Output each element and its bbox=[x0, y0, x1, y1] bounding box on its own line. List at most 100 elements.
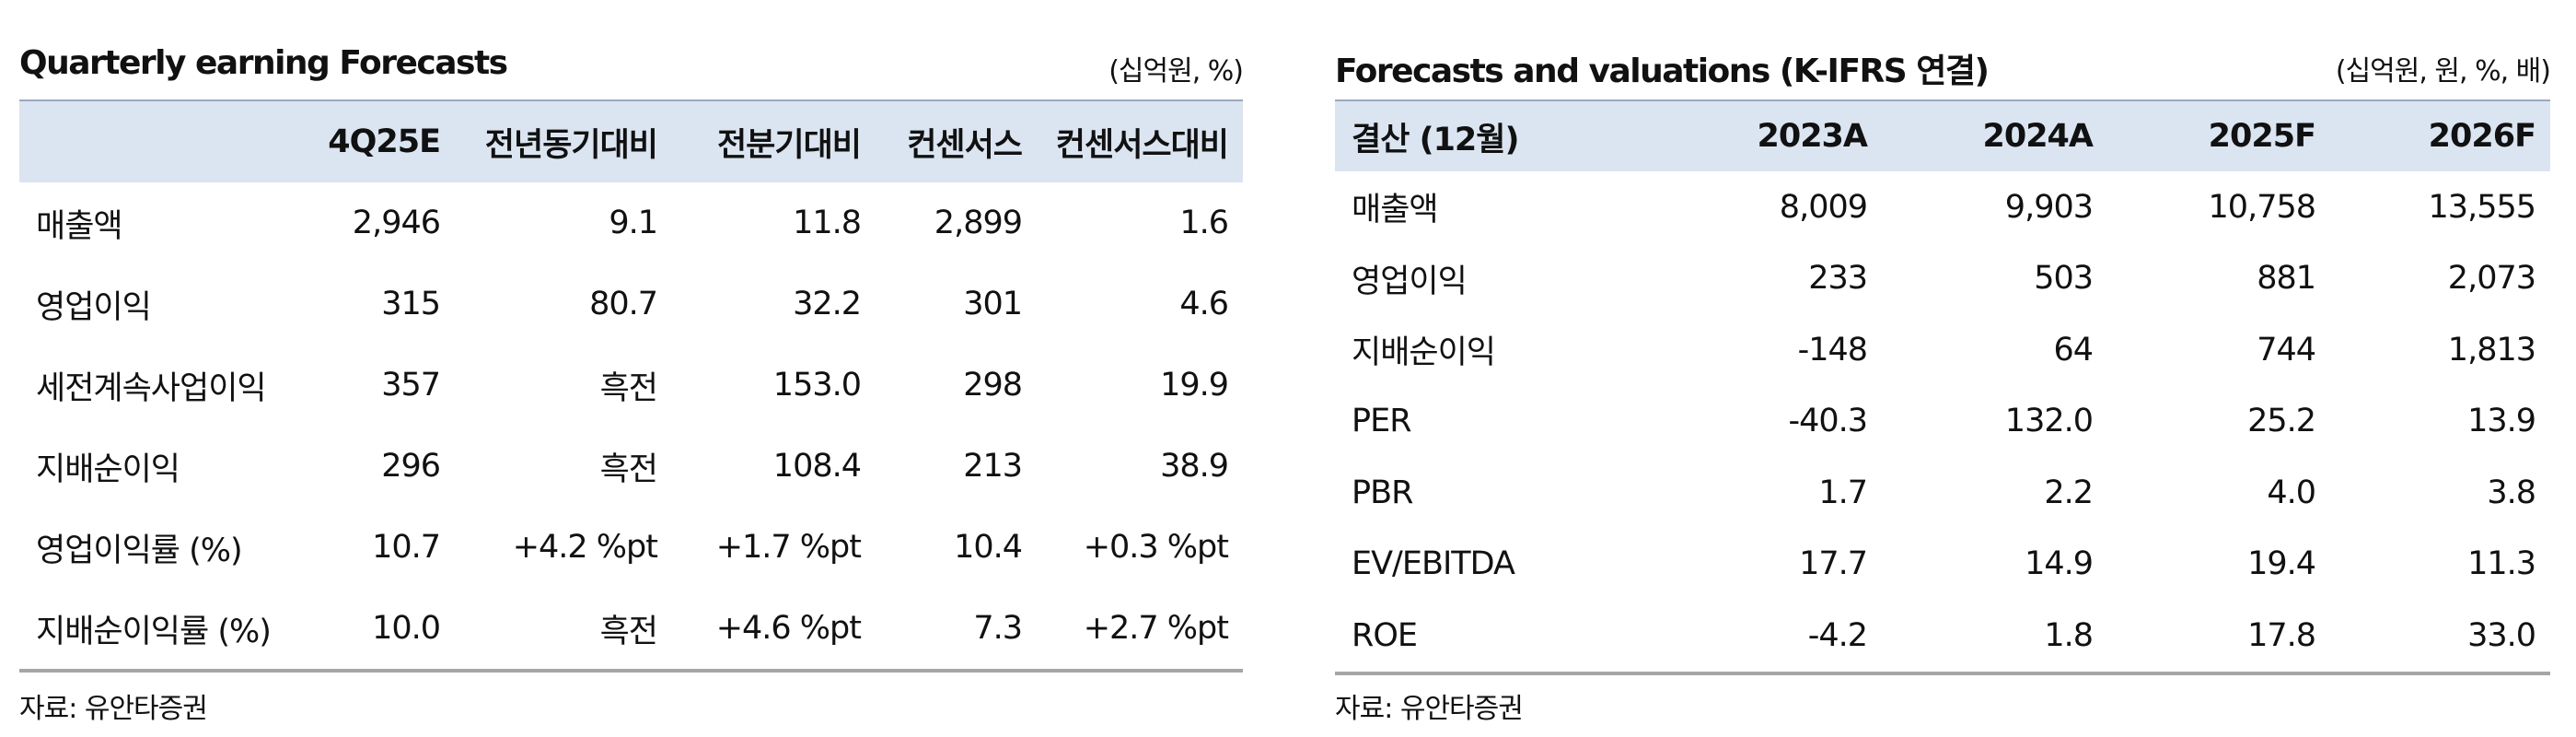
table-row: EV/EBITDA 17.7 14.9 19.4 11.3 bbox=[1335, 529, 2550, 601]
row-label: ROE bbox=[1352, 616, 1418, 654]
table-cell: 881 bbox=[2257, 260, 2316, 298]
table-cell: 흑전 bbox=[599, 613, 658, 650]
table-cell: 108.4 bbox=[772, 448, 862, 485]
table-cell: 19.4 bbox=[2247, 545, 2316, 583]
table-row: 영업이익률 (%) 10.7 +4.2 %pt +1.7 %pt 10.4 +0.3 %p… bbox=[19, 507, 1243, 588]
table-cell: 503 bbox=[2034, 260, 2094, 298]
table-cell: 17.7 bbox=[1799, 545, 1868, 583]
table-cell: -40.3 bbox=[1788, 403, 1868, 440]
table-cell: 4.6 bbox=[1179, 286, 1229, 322]
table-cell: 10.0 bbox=[372, 610, 441, 647]
row-label: 매출액 bbox=[36, 207, 123, 245]
table-row: 지배순이익 -148 64 744 1,813 bbox=[1335, 314, 2550, 386]
table-cell: 13,555 bbox=[2428, 188, 2536, 226]
table-cell: +1.7 %pt bbox=[715, 529, 862, 566]
header-cell: 컨센서스 bbox=[907, 126, 1023, 164]
row-label: 세전계속사업이익 bbox=[36, 369, 267, 407]
table-cell: 296 bbox=[381, 448, 441, 485]
table-cell: 25.2 bbox=[2247, 403, 2316, 440]
table-cell: 64 bbox=[2053, 331, 2094, 368]
header-cell: 결산 (12월) bbox=[1352, 121, 1519, 158]
table-cell: 3.8 bbox=[2487, 474, 2536, 511]
table-cell: 2,073 bbox=[2447, 260, 2536, 298]
table-cell: 흑전 bbox=[599, 450, 658, 488]
unit-note: (십억원, %) bbox=[1108, 55, 1244, 88]
header-cell: 4Q25E bbox=[328, 123, 441, 160]
table-cell: 132.0 bbox=[2004, 403, 2094, 440]
table-row: 매출액 8,009 9,903 10,758 13,555 bbox=[1335, 171, 2550, 243]
table-row: ROE -4.2 1.8 17.8 33.0 bbox=[1335, 600, 2550, 673]
table-cell: 11.3 bbox=[2467, 545, 2536, 583]
table-cell: 11.8 bbox=[793, 205, 862, 241]
table-row: 영업이익 315 80.7 32.2 301 4.6 bbox=[19, 263, 1243, 345]
header-row: 결산 (12월) 2023A 2024A 2025F 2026F bbox=[1335, 100, 2550, 171]
row-label: 지배순이익 bbox=[1352, 334, 1496, 372]
table-row: 영업이익 233 503 881 2,073 bbox=[1335, 243, 2550, 315]
table-cell: 9.1 bbox=[609, 205, 658, 241]
table-row: 세전계속사업이익 357 흑전 153.0 298 19.9 bbox=[19, 345, 1243, 426]
row-label: PBR bbox=[1352, 474, 1413, 511]
table-cell: 153.0 bbox=[772, 367, 862, 404]
table-cell: 2,946 bbox=[352, 205, 441, 241]
table-title: Quarterly earning Forecasts bbox=[19, 44, 508, 82]
source-note: 자료: 유안타증권 bbox=[19, 693, 208, 725]
table-cell: 1.8 bbox=[2044, 616, 2094, 654]
table-cell: 1.7 bbox=[1818, 474, 1868, 511]
table-cell: 80.7 bbox=[589, 286, 658, 322]
header-cell: 컨센서스대비 bbox=[1055, 126, 1229, 164]
table-cell: 10,758 bbox=[2208, 188, 2316, 226]
table-cell: 213 bbox=[963, 448, 1023, 485]
table-cell: 298 bbox=[963, 367, 1023, 404]
table-cell: 301 bbox=[963, 286, 1023, 322]
table-cell: 744 bbox=[2257, 331, 2316, 368]
header-row: 4Q25E 전년동기대비 전분기대비 컨센서스 컨센서스대비 bbox=[19, 100, 1243, 182]
table-cell: 14.9 bbox=[2025, 545, 2094, 583]
table-cell: 315 bbox=[381, 286, 441, 322]
header-cell bbox=[19, 100, 304, 182]
forecast-table: 4Q25E 전년동기대비 전분기대비 컨센서스 컨센서스대비 매출액 2,946 9.1 11… bbox=[19, 99, 1243, 673]
table-cell: 33.0 bbox=[2467, 616, 2536, 654]
table-cell: -4.2 bbox=[1807, 616, 1868, 654]
row-label: 영업이익률 (%) bbox=[36, 532, 243, 569]
valuation-table: 결산 (12월) 2023A 2024A 2025F 2026F 매출액 8,009 9,9… bbox=[1335, 99, 2550, 675]
table-cell: +0.3 %pt bbox=[1083, 529, 1229, 566]
table-row: PBR 1.7 2.2 4.0 3.8 bbox=[1335, 457, 2550, 529]
header-cell: 2024A bbox=[1982, 118, 2094, 155]
unit-note: (십억원, 원, %, 배) bbox=[2335, 55, 2551, 88]
row-label: 지배순이익률 (%) bbox=[36, 613, 272, 650]
table-cell: 13.9 bbox=[2467, 403, 2536, 440]
row-label: 영업이익 bbox=[36, 288, 152, 326]
table-cell: 1.6 bbox=[1179, 205, 1229, 241]
row-label: 매출액 bbox=[1352, 192, 1439, 229]
table-cell: 4.0 bbox=[2267, 474, 2316, 511]
table-cell: -148 bbox=[1797, 331, 1868, 368]
table-cell: 2.2 bbox=[2044, 474, 2094, 511]
table-cell: 10.7 bbox=[372, 529, 441, 566]
row-label: 지배순이익 bbox=[36, 450, 180, 488]
table-row: 지배순이익률 (%) 10.0 흑전 +4.6 %pt 7.3 +2.7 %pt bbox=[19, 588, 1243, 671]
table-title: Forecasts and valuations (K-IFRS 연결) bbox=[1335, 53, 1990, 90]
row-label: 영업이익 bbox=[1352, 263, 1468, 300]
table-cell: 17.8 bbox=[2247, 616, 2316, 654]
header-cell: 2026F bbox=[2428, 118, 2536, 155]
table-cell: +2.7 %pt bbox=[1083, 610, 1229, 647]
source-note: 자료: 유안타증권 bbox=[1335, 693, 1524, 725]
header-cell: 전년동기대비 bbox=[484, 126, 658, 164]
row-label: PER bbox=[1352, 403, 1412, 440]
table-cell: 32.2 bbox=[793, 286, 862, 322]
table-row: 지배순이익 296 흑전 108.4 213 38.9 bbox=[19, 426, 1243, 507]
header-cell: 2025F bbox=[2208, 118, 2316, 155]
table-row: PER -40.3 132.0 25.2 13.9 bbox=[1335, 386, 2550, 458]
row-label: EV/EBITDA bbox=[1352, 545, 1515, 583]
header-cell: 2023A bbox=[1757, 118, 1869, 155]
table-cell: 10.4 bbox=[954, 529, 1023, 566]
table-cell: 흑전 bbox=[599, 369, 658, 407]
header-cell: 전분기대비 bbox=[716, 126, 862, 164]
table-cell: 7.3 bbox=[973, 610, 1023, 647]
table-cell: 2,899 bbox=[934, 205, 1023, 241]
table-cell: 9,903 bbox=[2004, 188, 2094, 226]
table-cell: 233 bbox=[1808, 260, 1868, 298]
table-row: 매출액 2,946 9.1 11.8 2,899 1.6 bbox=[19, 182, 1243, 263]
table-cell: 38.9 bbox=[1160, 448, 1229, 485]
